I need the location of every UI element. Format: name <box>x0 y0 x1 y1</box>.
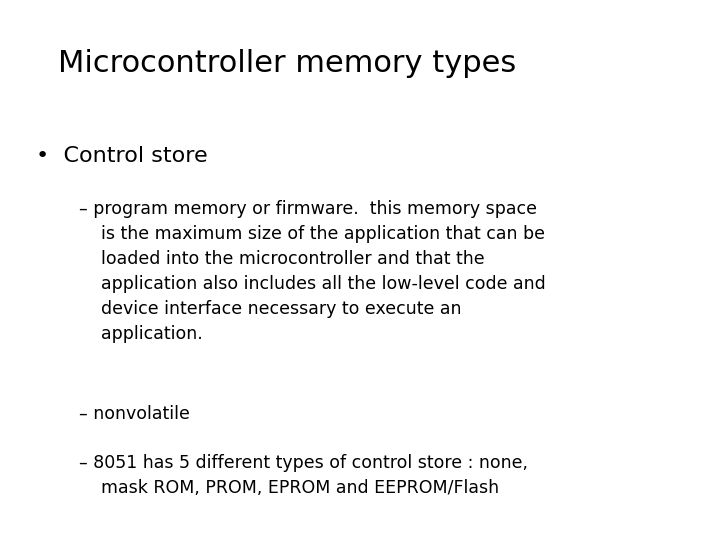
Text: Microcontroller memory types: Microcontroller memory types <box>58 49 516 78</box>
Text: – nonvolatile: – nonvolatile <box>79 405 190 423</box>
Text: – 8051 has 5 different types of control store : none,
    mask ROM, PROM, EPROM : – 8051 has 5 different types of control … <box>79 454 528 497</box>
Text: – program memory or firmware.  this memory space
    is the maximum size of the : – program memory or firmware. this memor… <box>79 200 546 343</box>
Text: •  Control store: • Control store <box>36 146 207 166</box>
